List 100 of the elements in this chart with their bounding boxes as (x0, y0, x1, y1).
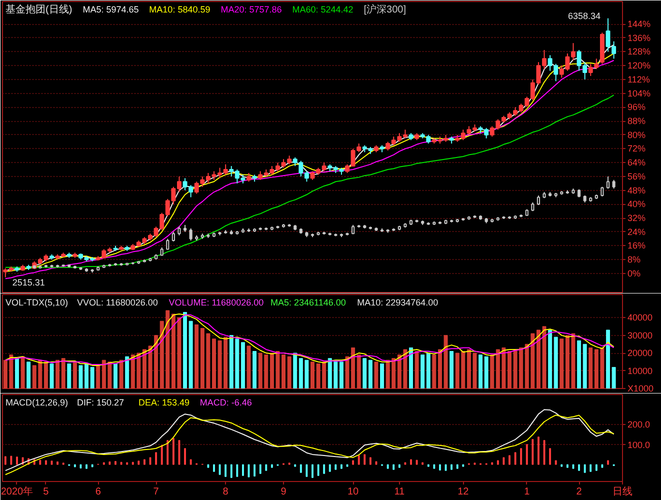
bar (577, 340, 582, 388)
annotation: 6358.34 (568, 11, 601, 21)
y-tick-label: 48% (628, 185, 646, 196)
y-tick-label: 32% (628, 213, 646, 224)
candlestick (166, 238, 170, 250)
x-tick-label: 1 (524, 486, 530, 498)
annotation: VVOL: 11680026.00 (77, 298, 158, 308)
bar (72, 362, 77, 388)
y-tick-label: 100.0 (628, 440, 650, 450)
bar (450, 351, 454, 388)
annotation: VOLUME: 11680026.00 (168, 298, 264, 308)
bar (67, 363, 72, 388)
bar (188, 320, 193, 388)
bar (194, 324, 199, 388)
y-tick-label: 64% (628, 158, 646, 168)
x-axis-title: 日线 (612, 486, 632, 498)
chart-title: VOL-TDX(5,10) (6, 298, 68, 308)
bar (409, 347, 413, 388)
bar (240, 342, 245, 388)
y-tick-label: 24% (628, 226, 646, 237)
y-tick-label: 40% (628, 199, 646, 210)
annotation: MACD: -6.46 (200, 398, 252, 408)
bar (44, 362, 48, 388)
candlestick (536, 195, 540, 206)
bar (125, 356, 130, 388)
y-tick-label: 56% (628, 171, 646, 182)
bar (548, 330, 552, 388)
bar (339, 362, 344, 388)
line-series (4, 94, 614, 268)
text: MA10: 5840.59 (149, 4, 210, 14)
x-tick-label: 2 (576, 486, 582, 498)
y-tick-label: 136% (628, 32, 651, 43)
bar (490, 354, 494, 388)
y-tick-label: 72% (628, 144, 646, 154)
y-tick-label: 10000 (628, 366, 653, 376)
candlestick (189, 228, 192, 242)
bar (356, 354, 361, 388)
bar (50, 363, 54, 388)
bar (560, 338, 564, 388)
y-tick-label: 88% (628, 116, 646, 126)
text: [沪深300] (364, 4, 406, 16)
bar (56, 360, 60, 388)
y-tick-label: 0% (628, 268, 641, 278)
y-tick-label: 8% (628, 254, 641, 265)
bar (368, 360, 372, 388)
text: MA20: 5757.86 (220, 4, 282, 14)
candlestick (606, 176, 610, 190)
bar (588, 347, 593, 388)
y-tick-label: 120% (628, 60, 651, 71)
annotation: MA10: 22934764.00 (357, 298, 438, 308)
bar (96, 365, 100, 388)
bar (582, 344, 587, 388)
candlestick (172, 231, 175, 242)
bar (293, 352, 298, 388)
bar (15, 358, 19, 388)
bar (26, 362, 31, 388)
chart-title: 基金抱团(日线) (6, 4, 72, 16)
text: DIF: 150.27 (77, 398, 124, 408)
bar (554, 336, 558, 388)
x-tick-label: 2020年 (0, 486, 34, 498)
bar (20, 356, 25, 388)
bar (420, 354, 425, 388)
bar (287, 356, 292, 388)
bar (380, 363, 384, 388)
text: MA5: 5974.65 (82, 4, 139, 14)
text: MA60: 5244.42 (292, 4, 354, 14)
y-tick-label: 96% (628, 102, 646, 112)
x-tick-label: 9 (280, 486, 287, 498)
y-axis-title: X1000 (628, 384, 654, 394)
bar (478, 354, 483, 388)
bar (183, 312, 188, 388)
annotation: MA5: 23461146.00 (270, 298, 346, 308)
bar (246, 346, 251, 388)
y-tick-label: 128% (628, 46, 651, 57)
x-tick-label: 6 (95, 486, 102, 498)
y-tick-label: 104% (628, 88, 651, 98)
bar (414, 351, 419, 388)
y-tick-label: 112% (628, 74, 650, 84)
series-label: DEA: 153.49 (138, 398, 190, 408)
x-tick-label: 8 (222, 486, 229, 498)
chart-title: MACD(12,26,9) (6, 398, 68, 408)
x-tick-label: 12 (458, 486, 470, 498)
bar (119, 360, 124, 388)
y-tick-label: 200.0 (628, 420, 650, 430)
bar (374, 362, 378, 388)
x-tick-label: 11 (394, 486, 406, 498)
bar (426, 352, 430, 388)
x-tick-label: 5 (43, 486, 50, 498)
y-tick-label: 144% (628, 19, 651, 30)
x-tick-label: 7 (153, 486, 160, 498)
y-tick-label: 30000 (628, 330, 653, 340)
bar (114, 363, 118, 388)
y-tick-label: 40000 (628, 312, 653, 323)
bar (252, 351, 257, 388)
bar (362, 358, 367, 388)
bar (61, 358, 66, 388)
y-tick-label: 16% (628, 240, 646, 251)
bar (432, 354, 436, 388)
annotation: 2515.31 (12, 277, 45, 288)
x-tick-label: 10 (348, 486, 360, 498)
